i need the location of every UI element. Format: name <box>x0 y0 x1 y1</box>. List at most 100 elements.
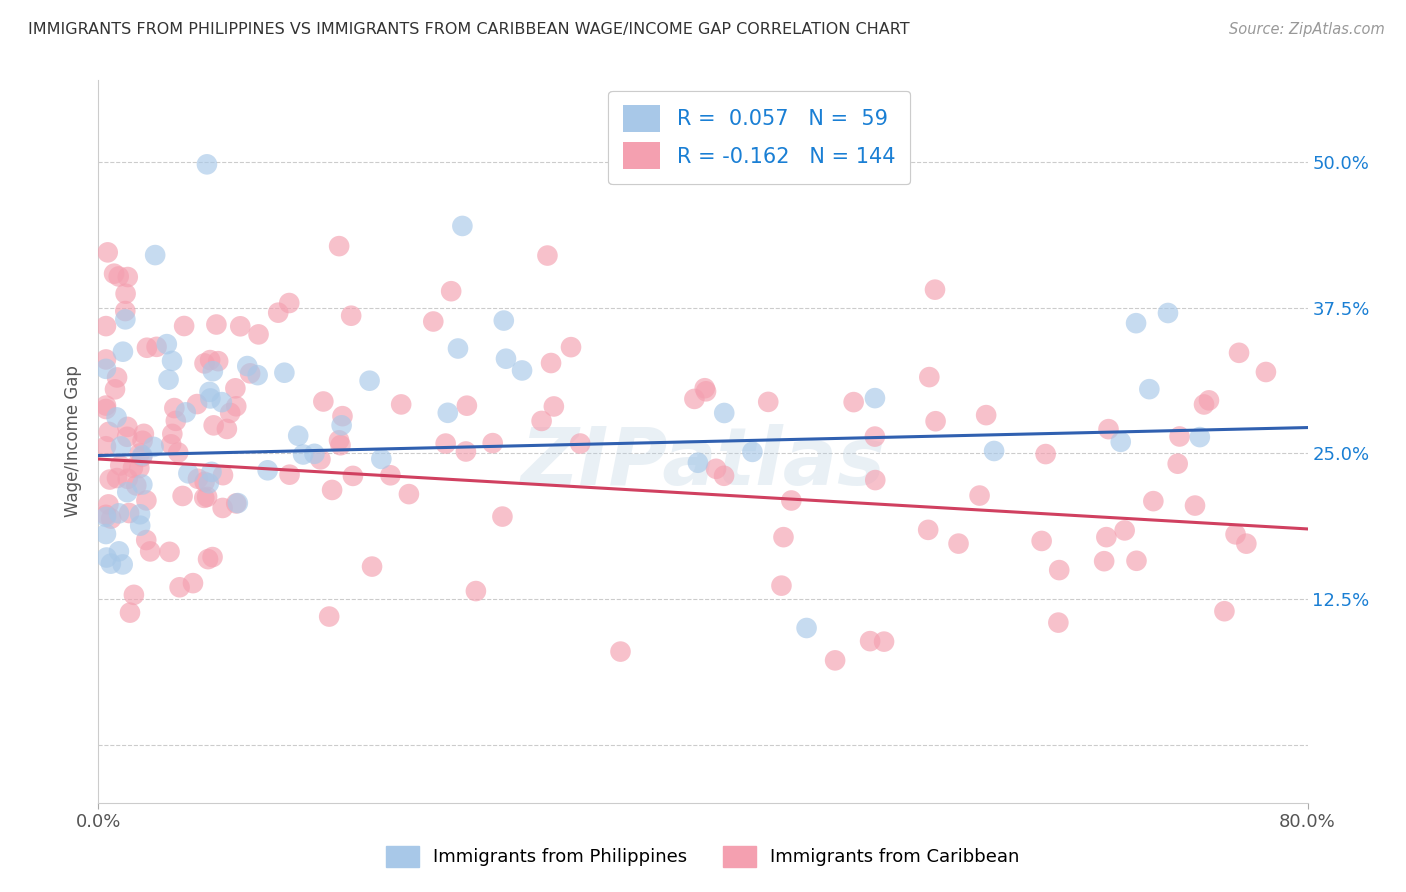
Point <box>713 406 735 420</box>
Point <box>94 508 117 522</box>
Point <box>267 306 290 320</box>
Point <box>224 381 246 395</box>
Point <box>136 341 159 355</box>
Point <box>1254 365 1277 379</box>
Point <box>380 468 402 483</box>
Point <box>863 429 886 443</box>
Point <box>873 634 896 648</box>
Point <box>160 437 183 451</box>
Point <box>536 248 558 262</box>
Point <box>104 382 127 396</box>
Point <box>187 472 209 486</box>
Point <box>361 559 384 574</box>
Point <box>201 364 224 378</box>
Point <box>359 374 381 388</box>
Point <box>491 509 513 524</box>
Point <box>114 312 136 326</box>
Point <box>278 467 301 482</box>
Point <box>174 405 197 419</box>
Point <box>312 394 335 409</box>
Point <box>105 370 128 384</box>
Point <box>96 550 118 565</box>
Point <box>172 489 194 503</box>
Point <box>983 444 1005 458</box>
Point <box>859 634 882 648</box>
Point <box>226 496 249 510</box>
Point <box>713 468 735 483</box>
Point <box>780 493 803 508</box>
Point <box>772 530 794 544</box>
Point <box>770 579 793 593</box>
Point <box>328 434 350 448</box>
Point <box>1097 422 1119 436</box>
Legend: Immigrants from Philippines, Immigrants from Caribbean: Immigrants from Philippines, Immigrants … <box>380 838 1026 874</box>
Point <box>924 283 946 297</box>
Point <box>125 478 148 492</box>
Point <box>105 471 128 485</box>
Point <box>1142 494 1164 508</box>
Point <box>173 318 195 333</box>
Point <box>211 395 233 409</box>
Point <box>143 248 166 262</box>
Point <box>110 458 132 473</box>
Point <box>162 426 184 441</box>
Point <box>329 438 352 452</box>
Point <box>948 536 970 550</box>
Point <box>342 469 364 483</box>
Point <box>207 354 229 368</box>
Point <box>1035 447 1057 461</box>
Point <box>129 518 152 533</box>
Point <box>278 296 301 310</box>
Point <box>695 384 717 399</box>
Point <box>756 395 779 409</box>
Y-axis label: Wage/Income Gap: Wage/Income Gap <box>65 366 83 517</box>
Point <box>1125 316 1147 330</box>
Point <box>97 425 120 439</box>
Point <box>200 392 222 406</box>
Text: IMMIGRANTS FROM PHILIPPINES VS IMMIGRANTS FROM CARIBBEAN WAGE/INCOME GAP CORRELA: IMMIGRANTS FROM PHILIPPINES VS IMMIGRANT… <box>28 22 910 37</box>
Point <box>111 558 134 572</box>
Point <box>181 576 204 591</box>
Point <box>118 506 141 520</box>
Point <box>142 440 165 454</box>
Point <box>98 473 121 487</box>
Point <box>135 533 157 547</box>
Point <box>94 399 117 413</box>
Point <box>229 319 252 334</box>
Point <box>1031 533 1053 548</box>
Point <box>543 400 565 414</box>
Point <box>219 406 242 420</box>
Point <box>186 397 208 411</box>
Point <box>1188 430 1211 444</box>
Point <box>456 399 478 413</box>
Point <box>436 406 458 420</box>
Point <box>481 436 503 450</box>
Point <box>122 588 145 602</box>
Point <box>1227 346 1250 360</box>
Point <box>609 644 631 658</box>
Point <box>1198 393 1220 408</box>
Point <box>918 370 941 384</box>
Point <box>163 401 186 415</box>
Point <box>156 337 179 351</box>
Point <box>454 444 477 458</box>
Point <box>139 544 162 558</box>
Point <box>924 414 946 428</box>
Point <box>202 418 225 433</box>
Point <box>239 367 262 381</box>
Point <box>422 314 444 328</box>
Point <box>205 318 228 332</box>
Point <box>492 313 515 327</box>
Point <box>540 356 562 370</box>
Point <box>94 402 117 417</box>
Point <box>135 493 157 508</box>
Point <box>796 621 818 635</box>
Point <box>212 468 235 483</box>
Point <box>115 430 138 444</box>
Point <box>177 467 200 481</box>
Point <box>236 359 259 373</box>
Point <box>495 351 517 366</box>
Point <box>94 319 117 334</box>
Point <box>117 472 139 486</box>
Point <box>94 509 117 524</box>
